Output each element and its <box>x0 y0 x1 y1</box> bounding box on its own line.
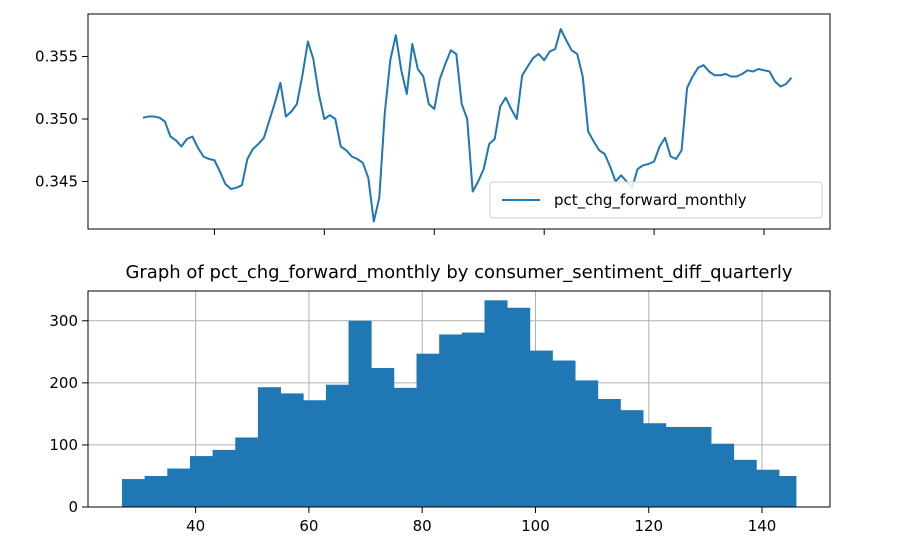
histogram-bar <box>235 437 259 507</box>
histogram-x-tick-label: 100 <box>521 517 550 535</box>
histogram-bar <box>484 300 508 507</box>
histogram-bar <box>167 468 191 507</box>
histogram-bar <box>620 410 644 507</box>
histogram-bar <box>665 426 689 507</box>
histogram-bar <box>643 423 667 507</box>
histogram-y-tick-label: 0 <box>68 498 78 516</box>
histogram-bar <box>303 400 327 507</box>
histogram-y-tick-label: 100 <box>49 436 78 454</box>
histogram-y-tick-label: 200 <box>49 374 78 392</box>
line-y-tick-label: 0.350 <box>35 110 78 128</box>
histogram-x-tick-label: 80 <box>413 517 432 535</box>
histogram-panel: Graph of pct_chg_forward_monthly by cons… <box>49 262 831 535</box>
histogram-bar <box>529 350 553 507</box>
histogram-bar <box>416 353 440 507</box>
legend-label: pct_chg_forward_monthly <box>554 191 747 210</box>
line-y-ticks: 0.345 0.350 0.355 <box>35 48 88 191</box>
histogram-bar <box>280 393 304 507</box>
histogram-bar <box>439 334 463 507</box>
histogram-bar <box>371 367 395 507</box>
legend-box <box>489 181 823 219</box>
line-chart-panel: 0.345 0.350 0.355 pct_chg_forward_monthly <box>35 13 831 235</box>
histogram-y-tick-label: 300 <box>49 312 78 330</box>
histogram-bar <box>393 387 417 507</box>
line-x-ticks <box>213 229 765 235</box>
histogram-x-tick-label: 60 <box>299 517 318 535</box>
line-axes-frame <box>87 13 831 230</box>
histogram-bar <box>597 399 621 507</box>
histogram-bar <box>711 443 735 507</box>
line-y-tick-label: 0.345 <box>35 173 78 191</box>
histogram-title: Graph of pct_chg_forward_monthly by cons… <box>125 262 792 283</box>
histogram-bar <box>325 384 349 507</box>
histogram-bar <box>257 387 281 507</box>
line-series-pct-chg-forward-monthly <box>142 28 793 223</box>
histogram-bar <box>552 360 576 507</box>
histogram-bar <box>348 320 372 507</box>
histogram-bar <box>144 475 168 507</box>
histogram-x-tick-label: 120 <box>634 517 663 535</box>
histogram-bar <box>121 479 146 507</box>
histogram-bar <box>461 332 485 507</box>
histogram-bar <box>189 456 214 507</box>
histogram-bar <box>756 469 780 507</box>
legend: pct_chg_forward_monthly <box>489 181 823 219</box>
histogram-x-tick-label: 140 <box>748 517 777 535</box>
histogram-bar <box>575 380 599 507</box>
histogram-bar <box>507 307 531 507</box>
histogram-axes-frame <box>87 290 831 508</box>
histogram-x-ticks: 40 60 80 100 120 140 <box>186 507 776 535</box>
histogram-bar <box>212 449 236 507</box>
histogram-bar <box>779 475 797 507</box>
histogram-bars <box>121 300 797 507</box>
histogram-bar <box>733 459 757 507</box>
histogram-y-ticks: 0 100 200 300 <box>49 312 88 516</box>
histogram-x-tick-label: 40 <box>186 517 205 535</box>
histogram-bar <box>688 426 712 507</box>
line-y-tick-label: 0.355 <box>35 48 78 66</box>
